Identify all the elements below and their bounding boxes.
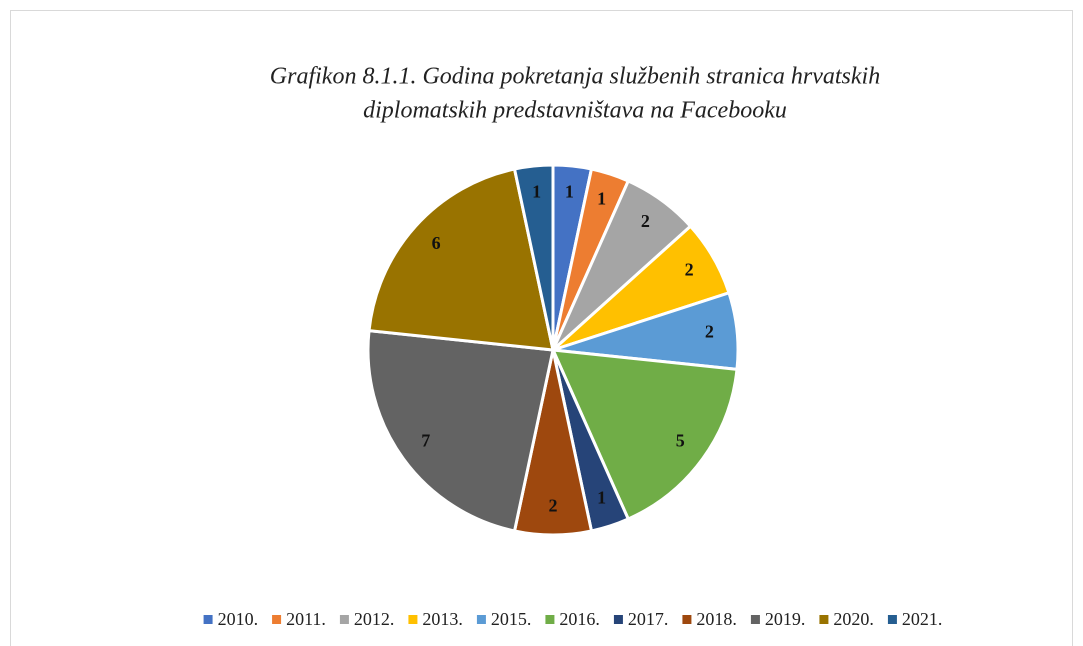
legend-label: 2020. <box>833 609 874 629</box>
data-label: 7 <box>421 431 430 451</box>
data-label: 2 <box>685 260 694 280</box>
legend-label: 2015. <box>491 609 532 629</box>
chart-frame <box>10 10 1073 646</box>
data-label: 1 <box>597 488 606 508</box>
legend-swatch <box>272 615 282 624</box>
pie-slice <box>367 167 555 352</box>
legend-swatch <box>545 615 555 624</box>
legend-label: 2021. <box>902 609 943 629</box>
legend-label: 2018. <box>696 609 737 629</box>
legend-swatch <box>408 615 418 624</box>
legend-swatch <box>819 615 829 624</box>
data-label: 6 <box>432 233 441 253</box>
legend-swatch <box>476 615 486 624</box>
pie-slice <box>366 329 555 533</box>
legend-swatch <box>682 615 692 624</box>
legend-swatch <box>750 615 760 624</box>
legend-swatch <box>613 615 623 624</box>
legend-label: 2013. <box>422 609 463 629</box>
data-label: 2 <box>641 211 650 231</box>
legend-label: 2010. <box>218 609 259 629</box>
data-label: 1 <box>532 182 541 202</box>
legend-label: 2016. <box>559 609 600 629</box>
data-label: 2 <box>549 495 558 515</box>
legend-label: 2017. <box>628 609 669 629</box>
legend-label: 2011. <box>286 609 326 629</box>
data-label: 2 <box>705 322 714 342</box>
data-label: 1 <box>597 189 606 209</box>
legend-swatch <box>203 615 213 624</box>
legend-swatch <box>887 615 897 624</box>
legend-label: 2019. <box>765 609 806 629</box>
pie-slice <box>512 163 555 351</box>
legend-swatch <box>339 615 349 624</box>
chart-title: diplomatskih predstavništava na Facebook… <box>363 98 787 124</box>
data-label: 1 <box>565 182 574 202</box>
chart-title: Grafikon 8.1.1. Godina pokretanja službe… <box>270 64 880 90</box>
legend-label: 2012. <box>354 609 395 629</box>
data-label: 5 <box>676 431 685 451</box>
pie-slice <box>550 348 739 521</box>
